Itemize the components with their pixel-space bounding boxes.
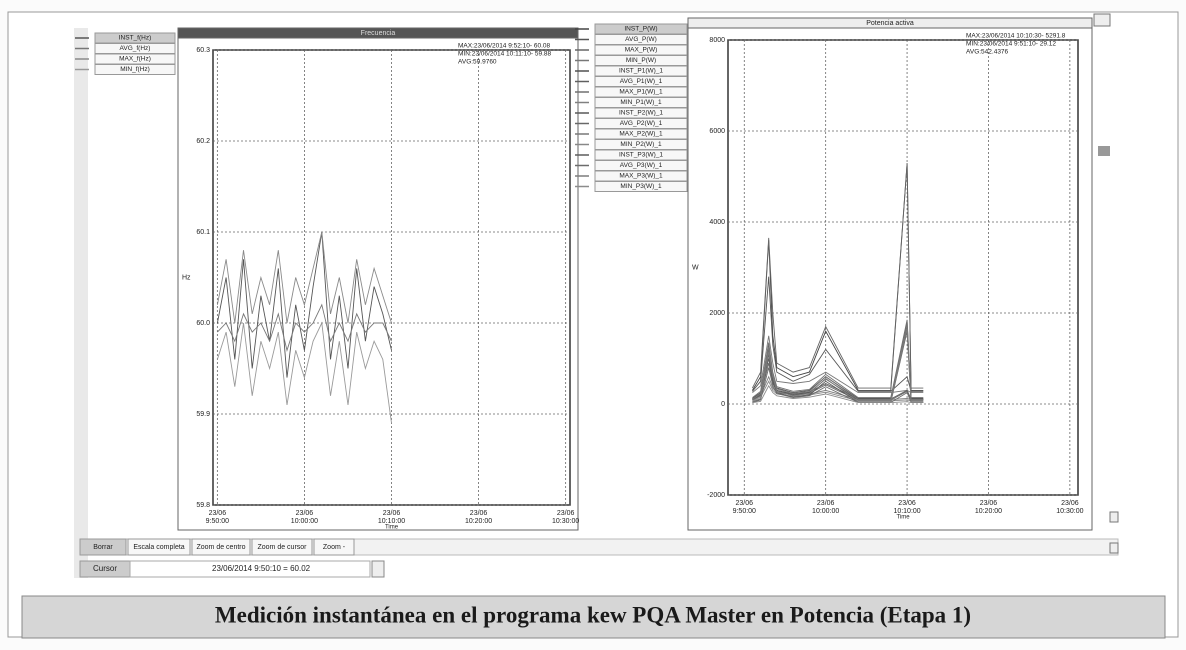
chart-title-bar xyxy=(687,17,1093,29)
sidebar xyxy=(74,28,88,578)
y-tick-label: 6000 xyxy=(709,128,725,135)
series-line xyxy=(752,367,924,403)
legend-label: INST_P2(W)_1 xyxy=(619,110,663,117)
cursor-label: Cursor xyxy=(93,564,117,573)
toolbar-button-label: Borrar xyxy=(93,544,113,551)
cursor-field[interactable] xyxy=(129,560,371,578)
x-tick-label: 23/06 10:20:00 xyxy=(465,510,492,525)
legend-item[interactable] xyxy=(94,64,176,75)
x-axis-label: Time xyxy=(385,525,399,531)
x-tick-label: 23/06 10:10:00 xyxy=(378,510,405,525)
x-tick-label: 23/06 10:30:00 xyxy=(552,510,579,525)
legend-label: MIN_P(W) xyxy=(626,57,656,64)
series-line xyxy=(217,303,392,352)
y-tick-label: 60.2 xyxy=(196,138,210,145)
x-tick-label: 23/06 10:00:00 xyxy=(291,510,318,525)
y-tick-label: 0 xyxy=(721,401,725,408)
series-line xyxy=(216,321,392,424)
y-tick-label: 60.1 xyxy=(196,229,210,236)
toolbar-button[interactable] xyxy=(79,538,127,556)
plot-area xyxy=(727,39,1079,496)
legend-item[interactable] xyxy=(594,181,688,192)
scroll-button[interactable] xyxy=(1093,13,1111,27)
x-tick-label: 23/06 10:30:00 xyxy=(1056,500,1083,515)
y-tick-label: 8000 xyxy=(709,37,725,44)
series-line xyxy=(752,328,924,403)
y-tick-label: 60.3 xyxy=(196,47,210,54)
y-axis-label: W xyxy=(692,264,699,271)
legend-label: MAX_f(Hz) xyxy=(119,56,151,63)
toolbar-button-label: Zoom de centro xyxy=(196,544,245,551)
legend-label: INST_f(Hz) xyxy=(119,35,152,42)
annotation: MAX:23/06/2014 9:52:10- 60.08 xyxy=(458,43,551,50)
legend-label: MIN_f(Hz) xyxy=(120,66,150,73)
y-tick-label: 59.8 xyxy=(196,502,210,509)
x-tick-label: 23/06 10:00:00 xyxy=(812,500,839,515)
chart-title-bar xyxy=(177,27,579,39)
legend-label: AVG_P3(W)_1 xyxy=(620,162,663,169)
cursor-value: 23/06/2014 9:50:10 = 60.02 xyxy=(212,564,311,573)
legend-label: MAX_P1(W)_1 xyxy=(619,89,663,96)
legend-label: AVG_P(W) xyxy=(625,36,657,43)
scroll-button[interactable] xyxy=(1109,511,1119,523)
toolbar-button[interactable] xyxy=(127,538,191,556)
annotation: MIN:23/06/2014 10:11:10- 59.88 xyxy=(458,51,551,58)
plot-area xyxy=(212,49,571,506)
legend-label: MIN_P3(W)_1 xyxy=(620,183,662,190)
legend-label: AVG_P1(W)_1 xyxy=(620,78,663,85)
legend-label: INST_P(W) xyxy=(624,26,657,33)
annotation: MIN:23/06/2014 9:51:10- 29.12 xyxy=(966,41,1056,48)
legend-label: MAX_P3(W)_1 xyxy=(619,173,663,180)
series-line xyxy=(752,324,924,400)
y-axis-label: Hz xyxy=(182,274,191,281)
y-tick-label: 2000 xyxy=(709,310,725,317)
toolbar-button-label: Escala completa xyxy=(133,544,184,551)
annotation: AVG:59.9760 xyxy=(458,59,497,66)
toolbar-button[interactable] xyxy=(191,538,251,556)
chart-title: Potencia activa xyxy=(866,20,914,27)
chart-title: Frecuencia xyxy=(361,30,396,37)
annotation: MAX:23/06/2014 10:10:30- 5291.8 xyxy=(966,33,1066,40)
series-line xyxy=(752,384,924,404)
series-line xyxy=(752,276,924,392)
scroll-thumb[interactable] xyxy=(1098,146,1110,156)
toolbar-button[interactable] xyxy=(313,538,355,556)
y-tick-label: 59.9 xyxy=(196,411,210,418)
caption: Medición instantánea en el programa kew … xyxy=(215,602,971,627)
legend-label: AVG_f(Hz) xyxy=(120,45,151,52)
toolbar-button-label: Zoom - xyxy=(323,544,346,551)
legend-label: MAX_P2(W)_1 xyxy=(619,131,663,138)
y-tick-label: 60.0 xyxy=(196,320,210,327)
legend-label: INST_P1(W)_1 xyxy=(619,68,663,75)
x-axis-label: Time xyxy=(896,515,910,521)
x-tick-label: 23/06 10:20:00 xyxy=(975,500,1002,515)
scroll-button[interactable] xyxy=(1109,542,1119,554)
caption-box xyxy=(21,595,1166,639)
toolbar-button[interactable] xyxy=(251,538,313,556)
legend-label: MAX_P(W) xyxy=(625,47,658,54)
series-line xyxy=(216,231,392,324)
spin-button[interactable] xyxy=(371,560,385,578)
y-tick-label: -2000 xyxy=(707,492,725,499)
legend-label: AVG_P2(W)_1 xyxy=(620,120,663,127)
y-tick-label: 4000 xyxy=(709,219,725,226)
toolbar-button-label: Zoom de cursor xyxy=(257,544,307,551)
legend-label: INST_P3(W)_1 xyxy=(619,152,663,159)
annotation: AVG:542.4376 xyxy=(966,49,1009,56)
x-tick-label: 23/06 9:50:00 xyxy=(206,510,229,525)
series-line xyxy=(751,163,924,389)
legend-label: MIN_P2(W)_1 xyxy=(620,141,662,148)
legend-label: MIN_P1(W)_1 xyxy=(620,99,662,106)
x-tick-label: 23/06 10:10:00 xyxy=(893,500,920,515)
series-line xyxy=(752,375,924,400)
x-tick-label: 23/06 9:50:00 xyxy=(733,500,756,515)
series-line xyxy=(216,231,392,378)
series-line xyxy=(752,319,924,399)
